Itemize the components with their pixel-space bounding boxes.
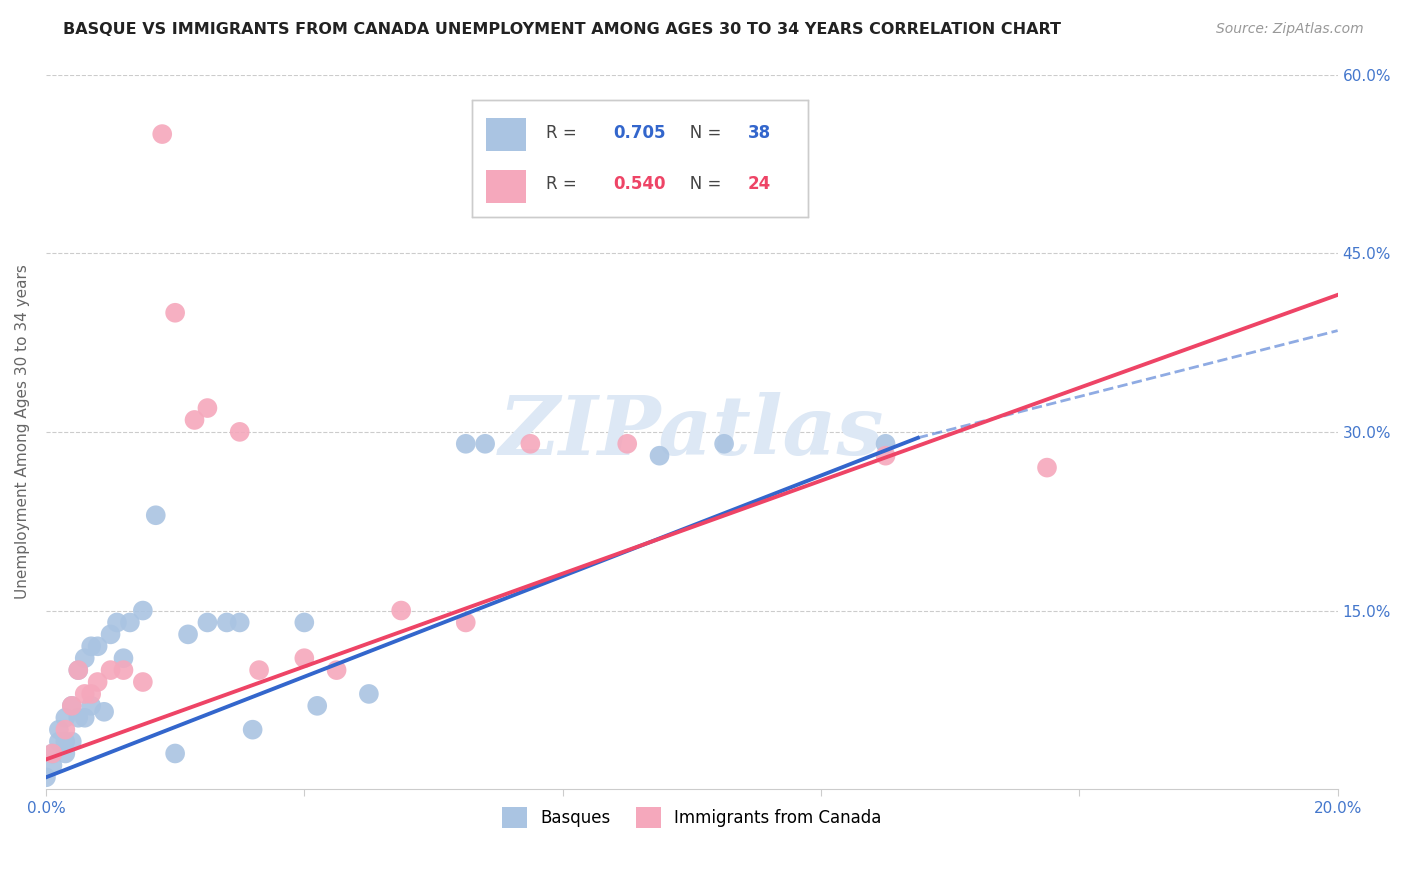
- Point: [242, 723, 264, 737]
- Point: [197, 401, 219, 415]
- Point: [648, 449, 671, 463]
- Text: BASQUE VS IMMIGRANTS FROM CANADA UNEMPLOYMENT AMONG AGES 30 TO 34 YEARS CORRELAT: BASQUE VS IMMIGRANTS FROM CANADA UNEMPLO…: [63, 22, 1062, 37]
- Point: [48, 723, 70, 737]
- Point: [150, 127, 173, 141]
- Point: [41, 747, 63, 761]
- Point: [80, 698, 103, 713]
- Point: [325, 663, 347, 677]
- Point: [80, 640, 103, 654]
- Point: [875, 449, 897, 463]
- Point: [41, 747, 63, 761]
- Point: [1036, 460, 1059, 475]
- Point: [454, 437, 477, 451]
- Point: [357, 687, 380, 701]
- Point: [53, 723, 76, 737]
- Point: [73, 651, 96, 665]
- Point: [100, 627, 122, 641]
- Point: [118, 615, 141, 630]
- Point: [80, 687, 103, 701]
- Point: [53, 747, 76, 761]
- Point: [519, 437, 541, 451]
- Point: [53, 711, 76, 725]
- Point: [292, 651, 315, 665]
- Point: [112, 663, 135, 677]
- Point: [228, 425, 250, 439]
- Point: [247, 663, 270, 677]
- Point: [228, 615, 250, 630]
- Point: [389, 603, 412, 617]
- Point: [35, 770, 58, 784]
- Point: [454, 615, 477, 630]
- Point: [165, 747, 187, 761]
- Point: [41, 758, 63, 772]
- Point: [307, 698, 329, 713]
- Y-axis label: Unemployment Among Ages 30 to 34 years: Unemployment Among Ages 30 to 34 years: [15, 264, 30, 599]
- Point: [100, 663, 122, 677]
- Point: [93, 705, 115, 719]
- Point: [197, 615, 219, 630]
- Point: [48, 734, 70, 748]
- Text: Source: ZipAtlas.com: Source: ZipAtlas.com: [1216, 22, 1364, 37]
- Point: [292, 615, 315, 630]
- Point: [177, 627, 200, 641]
- Point: [215, 615, 238, 630]
- Point: [132, 675, 155, 690]
- Point: [105, 615, 128, 630]
- Point: [53, 734, 76, 748]
- Point: [60, 734, 83, 748]
- Text: ZIPatlas: ZIPatlas: [499, 392, 884, 472]
- Point: [73, 711, 96, 725]
- Point: [67, 711, 90, 725]
- Point: [60, 698, 83, 713]
- Point: [86, 640, 108, 654]
- Point: [112, 651, 135, 665]
- Point: [875, 437, 897, 451]
- Point: [474, 437, 496, 451]
- Point: [616, 437, 638, 451]
- Point: [67, 663, 90, 677]
- Point: [183, 413, 205, 427]
- Point: [86, 675, 108, 690]
- Point: [73, 687, 96, 701]
- Point: [67, 663, 90, 677]
- Point: [713, 437, 735, 451]
- Legend: Basques, Immigrants from Canada: Basques, Immigrants from Canada: [495, 801, 889, 835]
- Point: [132, 603, 155, 617]
- Point: [145, 508, 167, 523]
- Point: [165, 306, 187, 320]
- Point: [60, 698, 83, 713]
